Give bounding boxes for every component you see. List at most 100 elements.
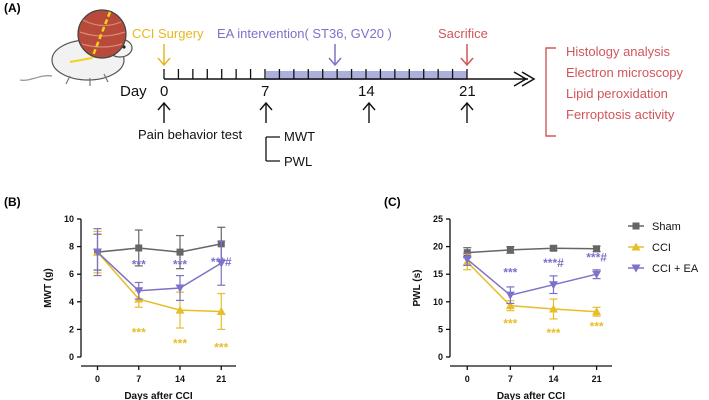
y-tick-label: 10 (64, 214, 74, 224)
day-label-0: 0 (160, 83, 168, 100)
data-point-cci-ea (505, 291, 515, 300)
series-line (96, 251, 222, 292)
significance-label: ***# (211, 255, 232, 269)
series-cci (93, 230, 226, 330)
series-line (466, 258, 597, 296)
timeline-axis (163, 69, 536, 87)
data-point-sham (506, 246, 514, 254)
legend-label: CCI (652, 242, 671, 254)
x-tick-label: 14 (548, 374, 558, 384)
y-tick-label: 20 (433, 242, 443, 252)
ea-intervention-label: EA intervention( ST36, GV20 ) (217, 26, 392, 41)
significance-label: *** (503, 265, 517, 279)
x-tick-label: 0 (465, 374, 470, 384)
data-point-cci-ea (592, 270, 602, 279)
sacrifice-arrow (460, 44, 474, 67)
series-cci-ea (93, 228, 226, 302)
y-tick-label: 5 (438, 324, 443, 334)
series-line (466, 261, 597, 313)
data-point-sham (549, 244, 557, 252)
day-prefix: Day (120, 83, 147, 100)
x-axis-title: Days after CCI (124, 391, 193, 400)
panel-a-label: (A) (4, 1, 21, 15)
x-tick-label: 0 (95, 374, 100, 384)
series-sham (463, 244, 601, 259)
y-tick-label: 4 (69, 297, 74, 307)
x-tick-label: 21 (216, 374, 226, 384)
y-tick-label: 2 (69, 324, 74, 334)
significance-label: ***# (586, 251, 607, 265)
legend-label: Sham (652, 221, 681, 233)
analysis-item: Histology analysis (566, 44, 671, 59)
pain-test-arrows (157, 101, 474, 123)
series-line (467, 247, 597, 254)
y-axis-title: MWT (g) (43, 268, 54, 307)
series-line (96, 251, 222, 313)
surgery-arrow (157, 44, 171, 67)
mwt-chart: 0 2 4 6 8 10 0 7 14 21 Days after CCI MWT (g) *** ***… (43, 214, 236, 400)
x-tick-label: 21 (592, 374, 602, 384)
y-tick-label: 10 (433, 297, 443, 307)
analysis-item: Ferroptosis activity (566, 107, 675, 122)
data-point-cci (548, 304, 558, 313)
data-point-cci-ea (216, 259, 226, 268)
mouse-with-nerve-icon (19, 9, 133, 86)
x-axis-title: Days after CCI (497, 391, 566, 400)
chart-legend: Sham CCI CCI + EA (628, 221, 699, 275)
data-point-cci-ea (548, 281, 558, 290)
significance-label: *** (173, 258, 187, 272)
significance-label: *** (214, 340, 228, 354)
data-point-cci (216, 306, 226, 315)
y-axis-title: PWL (s) (412, 269, 423, 306)
data-point-cci (592, 307, 602, 316)
data-point-sham (632, 222, 640, 230)
data-point-sham (593, 245, 601, 253)
series-sham (93, 226, 226, 271)
analysis-item: Electron microscopy (566, 65, 684, 80)
x-tick-label: 14 (175, 374, 185, 384)
analysis-item: Lipid peroxidation (566, 86, 668, 101)
series-cci-ea (462, 252, 602, 305)
data-point-cci-ea (134, 287, 144, 296)
series-cci (462, 253, 602, 320)
day-label-7: 7 (261, 83, 269, 100)
pwl-label: PWL (284, 154, 312, 169)
significance-label: *** (503, 317, 517, 331)
pwl-chart: 0 5 10 15 20 25 0 7 14 21 Days after CCI PWL (s) ***… (412, 214, 612, 400)
y-tick-label: 25 (433, 214, 443, 224)
significance-label: ***# (543, 256, 564, 270)
day-label-14: 14 (358, 83, 375, 100)
legend-label: CCI + EA (652, 263, 699, 275)
data-point-sham (135, 244, 143, 252)
pain-test-bracket (265, 136, 280, 162)
significance-label: *** (132, 258, 146, 272)
cci-surgery-label: CCI Surgery (132, 26, 204, 41)
sacrifice-label: Sacrifice (438, 26, 488, 41)
panel-b-label: (B) (4, 195, 21, 209)
day-label-21: 21 (459, 83, 476, 100)
ea-arrow (328, 44, 342, 67)
data-point-cci-ea (175, 284, 185, 293)
data-point-cci-ea (631, 264, 641, 273)
panel-c-label: (C) (384, 195, 401, 209)
y-tick-label: 15 (433, 269, 443, 279)
data-point-cci-ea (93, 248, 103, 257)
data-point-cci (631, 242, 641, 251)
x-tick-label: 7 (136, 374, 141, 384)
analysis-bracket (545, 47, 556, 137)
significance-label: *** (590, 320, 604, 334)
data-point-sham (176, 248, 184, 256)
data-point-cci (175, 305, 185, 314)
series-line (97, 243, 222, 253)
mwt-label: MWT (284, 129, 315, 144)
x-tick-label: 7 (508, 374, 513, 384)
significance-label: *** (546, 326, 560, 340)
significance-label: *** (173, 336, 187, 350)
y-tick-label: 8 (69, 242, 74, 252)
data-point-cci-ea (462, 255, 472, 264)
y-tick-label: 6 (69, 269, 74, 279)
significance-label: *** (132, 325, 146, 339)
data-point-cci (505, 301, 515, 310)
y-tick-label: 0 (69, 352, 74, 362)
